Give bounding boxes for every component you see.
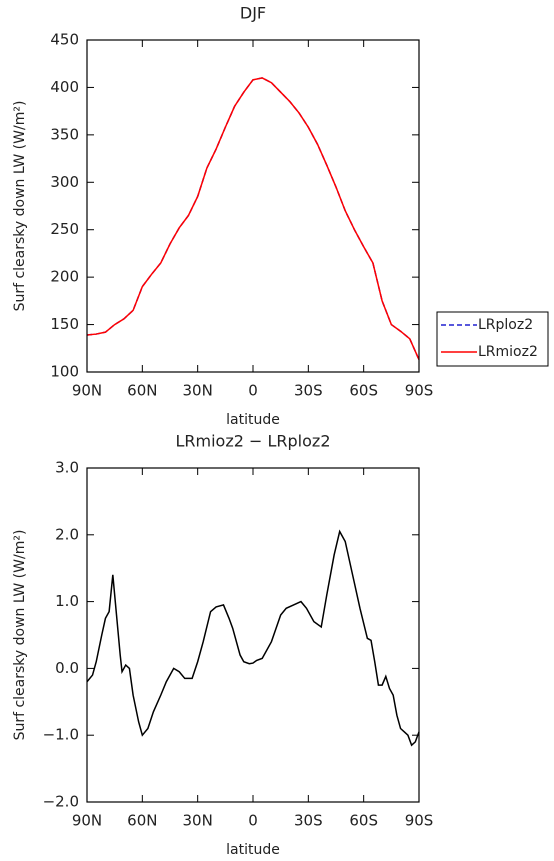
y-tick-label: −1.0 bbox=[43, 726, 79, 744]
chart-title: LRmioz2 − LRploz2 bbox=[175, 432, 330, 451]
x-tick-label: 0 bbox=[248, 382, 258, 400]
x-axis-label: latitude bbox=[226, 412, 280, 428]
y-tick-label: 1.0 bbox=[55, 592, 79, 610]
series-line bbox=[86, 77, 420, 360]
y-tick-label: 400 bbox=[50, 78, 79, 96]
y-tick-label: 350 bbox=[50, 125, 79, 143]
x-tick-label: 30S bbox=[294, 382, 323, 400]
x-tick-label: 60S bbox=[349, 812, 378, 830]
y-axis-label: Surf clearsky down LW (W/m²) bbox=[12, 101, 28, 312]
x-tick-label: 60N bbox=[127, 812, 157, 830]
series-line bbox=[86, 77, 420, 360]
x-tick-label: 90N bbox=[72, 382, 102, 400]
legend-label: LRmioz2 bbox=[478, 344, 538, 360]
legend-box bbox=[436, 311, 549, 367]
y-axis-label: Surf clearsky down LW (W/m²) bbox=[12, 530, 28, 741]
y-tick-label: 300 bbox=[50, 173, 79, 191]
x-axis-label: latitude bbox=[226, 842, 280, 858]
x-tick-label: 30N bbox=[183, 812, 213, 830]
y-tick-label: 200 bbox=[50, 268, 79, 286]
y-tick-label: 150 bbox=[50, 315, 79, 333]
x-tick-label: 0 bbox=[248, 812, 258, 830]
y-tick-label: 3.0 bbox=[55, 459, 79, 477]
x-tick-label: 30S bbox=[294, 812, 323, 830]
plot-frame bbox=[86, 467, 420, 803]
series-line bbox=[86, 529, 420, 747]
x-tick-label: 90S bbox=[405, 812, 434, 830]
y-tick-label: 100 bbox=[50, 363, 79, 381]
y-tick-label: 450 bbox=[50, 31, 79, 49]
chart-title: DJF bbox=[240, 4, 266, 23]
x-tick-label: 60S bbox=[349, 382, 378, 400]
x-tick-label: 90S bbox=[405, 382, 434, 400]
y-tick-label: −2.0 bbox=[43, 793, 79, 811]
x-tick-label: 60N bbox=[127, 382, 157, 400]
y-tick-label: 2.0 bbox=[55, 525, 79, 543]
y-tick-label: 250 bbox=[50, 220, 79, 238]
plot-frame bbox=[86, 39, 420, 373]
legend-label: LRploz2 bbox=[478, 317, 533, 333]
x-tick-label: 30N bbox=[183, 382, 213, 400]
x-tick-label: 90N bbox=[72, 812, 102, 830]
y-tick-label: 0.0 bbox=[55, 659, 79, 677]
